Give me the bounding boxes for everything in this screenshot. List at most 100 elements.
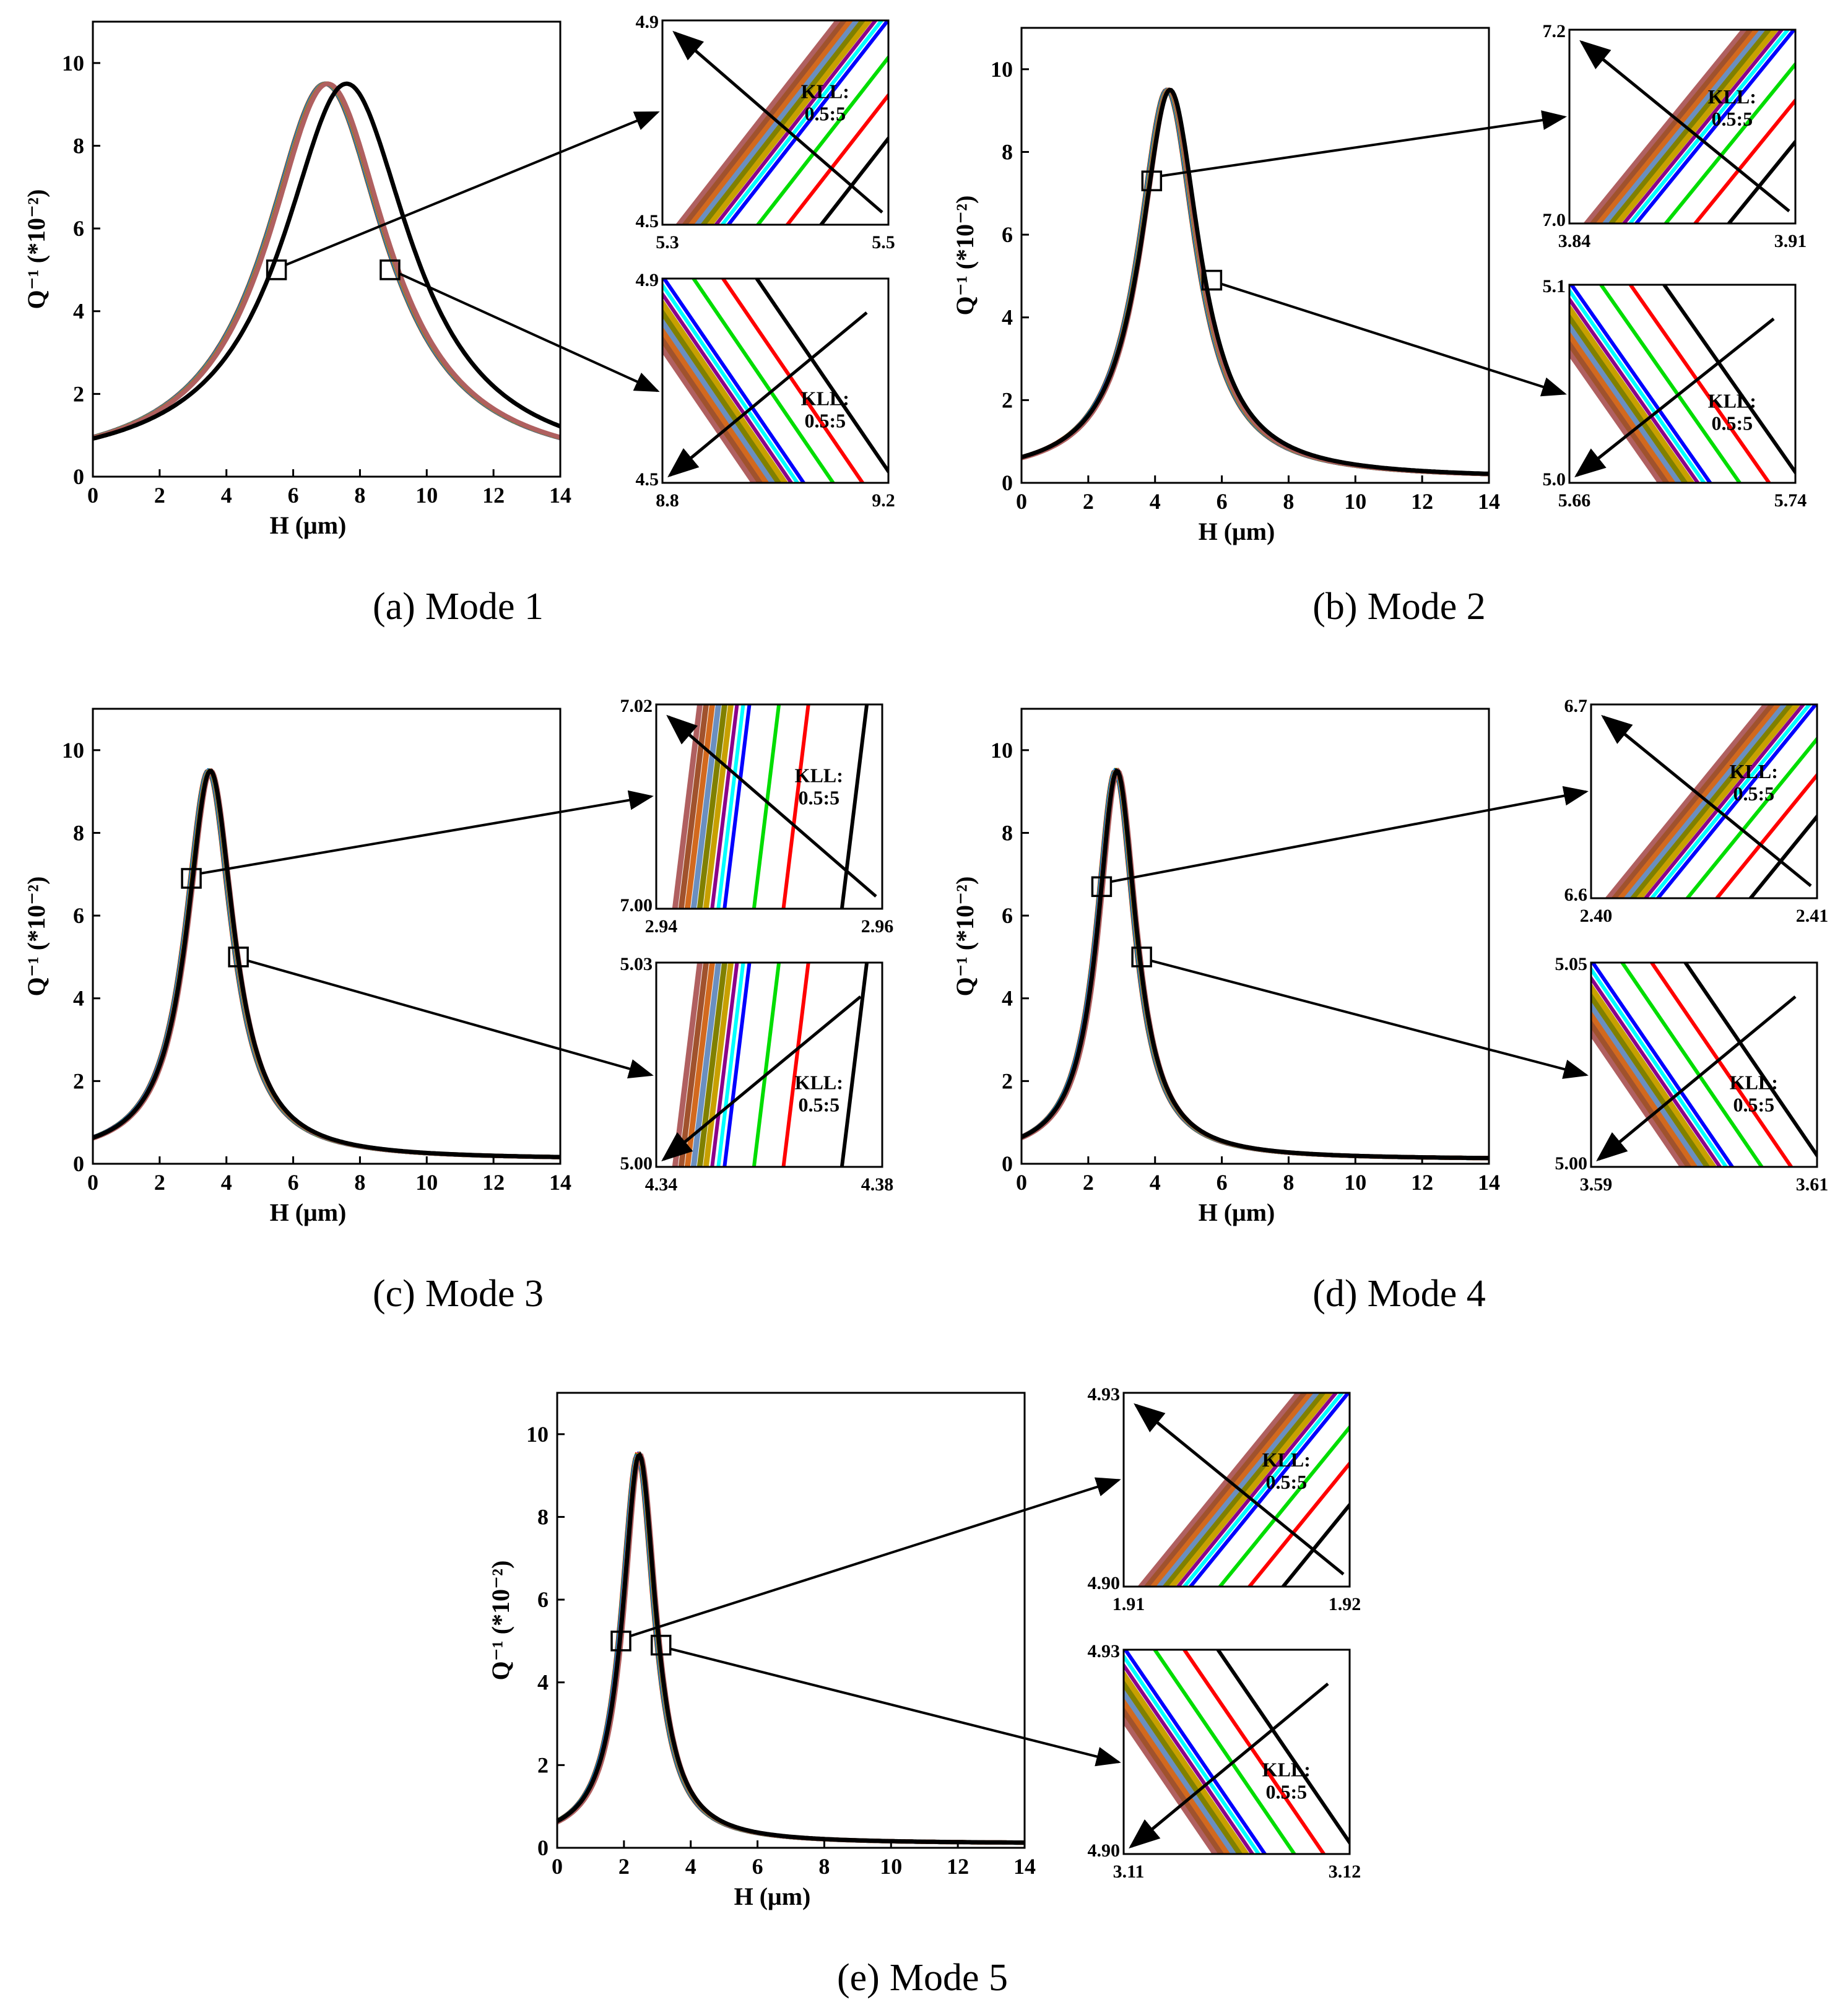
inset-x-tick-label: 3.84 (1558, 231, 1591, 251)
series-line-kll-0.5 (92, 768, 560, 1159)
inset-line (752, 704, 781, 909)
inset-y-tick-label: 4.5 (636, 211, 659, 232)
y-tick-label: 8 (1002, 820, 1013, 845)
inset-line-kll-0.5 (818, 135, 888, 225)
y-tick-label: 2 (73, 1068, 84, 1093)
kll-annotation-value: 0.5:5 (804, 410, 846, 432)
y-tick-label: 4 (73, 986, 84, 1011)
inset-line (1636, 704, 1801, 898)
inset-line-kll-0.5 (1662, 285, 1795, 476)
kll-annotation-value: 0.5:5 (1733, 782, 1774, 805)
inset-x-tick-label: 3.59 (1580, 1174, 1613, 1195)
inset-line (690, 963, 722, 1167)
inset-line (1124, 1705, 1225, 1854)
kll-annotation-value: 0.5:5 (1711, 108, 1753, 130)
kll-annotation-value: 0.5:5 (1733, 1094, 1774, 1116)
inset-line (710, 704, 739, 909)
series-line (556, 1452, 1025, 1845)
y-tick-label: 0 (1002, 470, 1013, 495)
caption-letter: (a) (373, 586, 415, 628)
x-tick-label: 4 (221, 1170, 232, 1195)
inset-line (1591, 963, 1735, 1167)
inset-y-tick-label: 5.00 (1555, 1153, 1588, 1174)
inset-line (662, 290, 794, 483)
inset-x-tick-label: 5.5 (872, 232, 895, 253)
y-tick-label: 0 (73, 1151, 84, 1176)
inset-line (1591, 1009, 1699, 1167)
kll-annotation-label: KLL: (1708, 85, 1756, 108)
inset-lines (675, 20, 888, 225)
series-line (92, 768, 561, 1159)
series-line (92, 768, 560, 1159)
inset-x-tick-label: 4.38 (861, 1174, 894, 1195)
inset-line (722, 963, 752, 1167)
inset-line (1124, 1696, 1231, 1854)
zoom-marker (1131, 947, 1152, 968)
y-axis-label: Q⁻¹ (*10⁻²) (22, 189, 50, 310)
inset-line-kll-0.5 (1726, 139, 1795, 223)
kll-annotation-label: KLL: (1730, 1072, 1778, 1094)
inset-arrow (1574, 318, 1775, 478)
y-tick-label: 10 (526, 1422, 549, 1447)
x-tick-label: 10 (415, 1170, 438, 1195)
inset-line (1569, 285, 1713, 483)
inset-lines (1569, 285, 1795, 483)
y-tick-label: 10 (62, 51, 84, 76)
plot-frame (92, 20, 562, 478)
inset-line-kll-0.5 (1683, 963, 1817, 1159)
inset-x-tick-label: 4.34 (645, 1174, 678, 1195)
inset-plot-b-2: 5.66 5.74 5.0 5.1 KLL:0.5:5 (1543, 276, 1807, 511)
x-tick-label: 4 (1150, 489, 1161, 514)
inset-line (785, 92, 888, 225)
inset-arrow (1596, 995, 1797, 1162)
inset-line (1182, 1393, 1345, 1587)
series-line (92, 768, 560, 1159)
caption-text: Mode 2 (1368, 586, 1486, 628)
inset-line (662, 298, 789, 483)
panel-caption: (b) Mode 2 (1312, 586, 1485, 628)
kll-annotation-label: KLL: (801, 388, 849, 410)
connector-arrow (285, 111, 660, 266)
x-tick-label: 14 (549, 1170, 571, 1195)
inset-plot-b-1: 3.84 3.91 7.0 7.2 KLL:0.5:5 (1543, 21, 1807, 251)
inset-line-kll-0.5 (1215, 1650, 1350, 1846)
plot-frame (92, 708, 562, 1165)
x-tick-label: 6 (288, 483, 299, 508)
inset-line (662, 325, 770, 483)
inset-line (696, 704, 728, 909)
inset-line-kll-0.5 (839, 963, 869, 1167)
inset-line (1649, 704, 1812, 898)
inset-plot-a-2: 8.8 9.2 4.5 4.9 KLL:0.5:5 (636, 270, 895, 511)
inset-line (1168, 1393, 1334, 1587)
caption-letter: (b) (1312, 586, 1357, 628)
inset-line (662, 307, 783, 483)
y-tick-label: 2 (1002, 1068, 1013, 1093)
zoom-marker (650, 1634, 672, 1656)
inset-x-tick-label: 5.74 (1774, 490, 1807, 511)
kll-annotation-label: KLL: (1730, 760, 1778, 782)
inset-line-kll-0.5 (754, 279, 888, 475)
inset-line (1628, 285, 1772, 483)
inset-plot-e-2: 3.11 3.12 4.90 4.93 KLL:0.5:5 (1088, 1641, 1361, 1882)
x-tick-label: 14 (549, 483, 571, 508)
y-tick-label: 8 (537, 1504, 549, 1529)
inset-line (691, 279, 836, 483)
y-tick-label: 4 (537, 1670, 549, 1695)
inset-y-tick-label: 5.05 (1555, 954, 1588, 974)
x-axis-label: H (μm) (1199, 1198, 1275, 1226)
x-tick-label: 8 (354, 483, 365, 508)
inset-line (662, 282, 800, 483)
series-line (92, 768, 560, 1159)
inset-frame (1568, 28, 1797, 225)
zoom-marker (1091, 876, 1113, 898)
series-line (92, 768, 560, 1159)
inset-line (1620, 963, 1764, 1167)
y-tick-label: 10 (991, 57, 1013, 82)
inset-line (662, 334, 764, 483)
inset-line (690, 704, 722, 909)
inset-arrow (672, 30, 883, 214)
inset-line (1569, 303, 1695, 483)
inset-line (1605, 704, 1770, 898)
x-tick-label: 2 (154, 1170, 165, 1195)
